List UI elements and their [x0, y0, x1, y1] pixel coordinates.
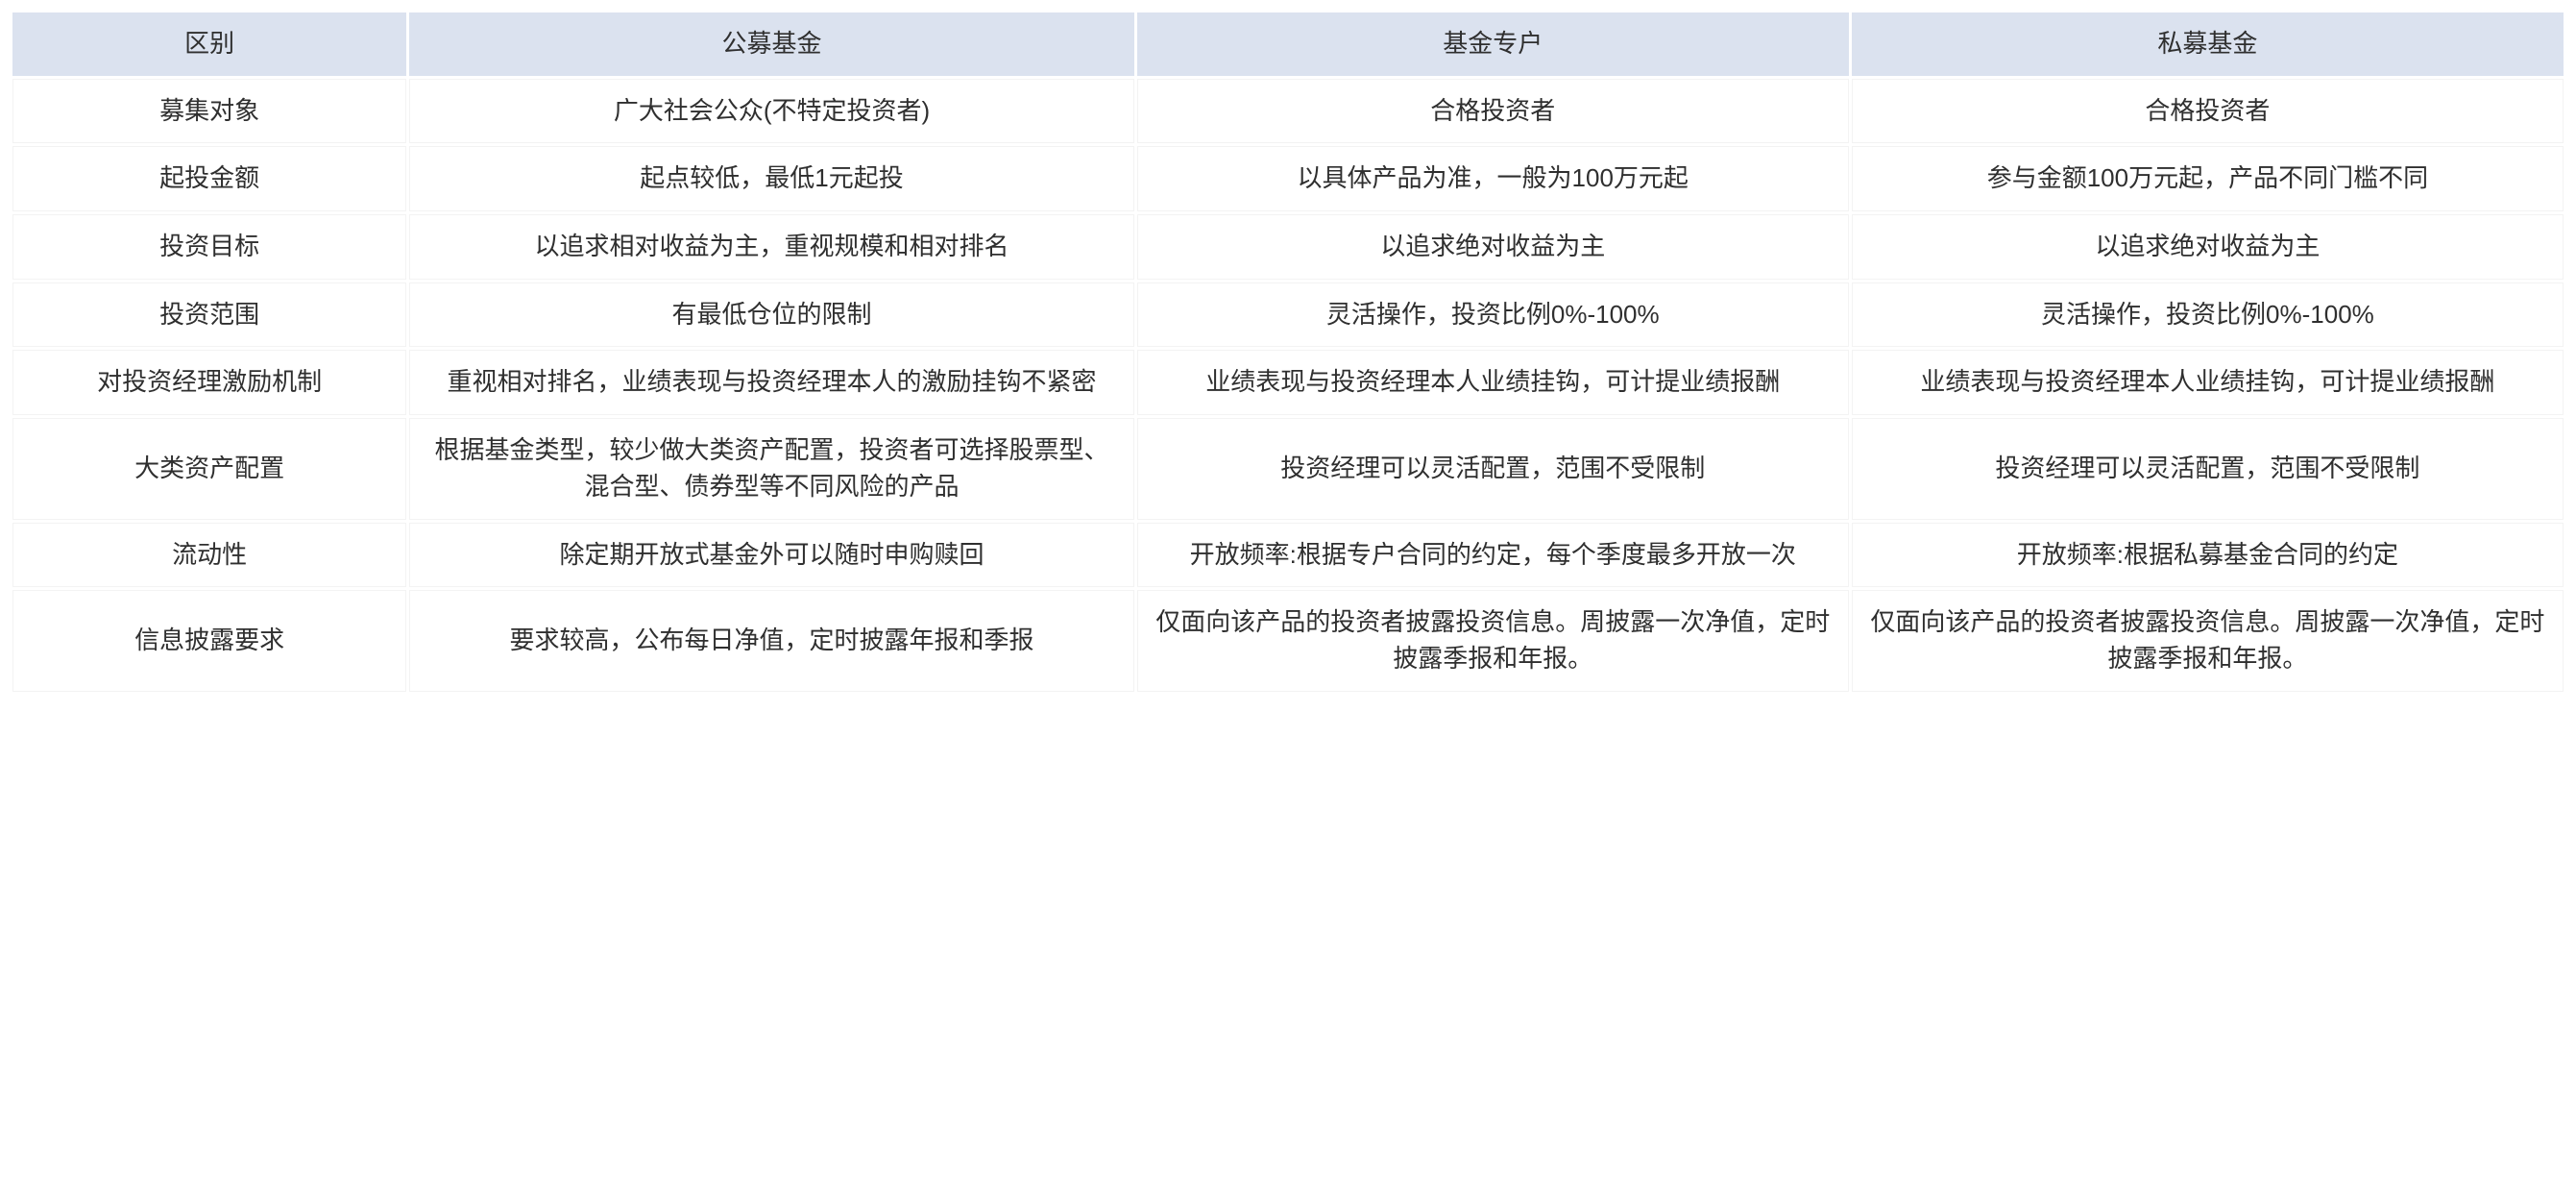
cell-c2: 投资经理可以灵活配置，范围不受限制	[1137, 418, 1849, 519]
cell-c3: 参与金额100万元起，产品不同门槛不同	[1852, 146, 2564, 211]
row-label: 投资目标	[12, 214, 406, 280]
cell-c2: 业绩表现与投资经理本人业绩挂钩，可计提业绩报酬	[1137, 350, 1849, 415]
table-row: 信息披露要求要求较高，公布每日净值，定时披露年报和季报仅面向该产品的投资者披露投…	[12, 590, 2564, 691]
cell-c2: 以具体产品为准，一般为100万元起	[1137, 146, 1849, 211]
comparison-table: 区别 公募基金 基金专户 私募基金 募集对象广大社会公众(不特定投资者)合格投资…	[10, 10, 2566, 695]
header-public: 公募基金	[409, 12, 1133, 76]
header-diff: 区别	[12, 12, 406, 76]
cell-c3: 投资经理可以灵活配置，范围不受限制	[1852, 418, 2564, 519]
cell-c2: 灵活操作，投资比例0%-100%	[1137, 282, 1849, 348]
cell-c1: 以追求相对收益为主，重视规模和相对排名	[409, 214, 1133, 280]
cell-c3: 业绩表现与投资经理本人业绩挂钩，可计提业绩报酬	[1852, 350, 2564, 415]
cell-c3: 灵活操作，投资比例0%-100%	[1852, 282, 2564, 348]
table-row: 大类资产配置根据基金类型，较少做大类资产配置，投资者可选择股票型、混合型、债券型…	[12, 418, 2564, 519]
table-row: 投资目标以追求相对收益为主，重视规模和相对排名以追求绝对收益为主以追求绝对收益为…	[12, 214, 2564, 280]
cell-c2: 仅面向该产品的投资者披露投资信息。周披露一次净值，定时披露季报和年报。	[1137, 590, 1849, 691]
table-row: 起投金额起点较低，最低1元起投以具体产品为准，一般为100万元起参与金额100万…	[12, 146, 2564, 211]
cell-c1: 广大社会公众(不特定投资者)	[409, 79, 1133, 144]
row-label: 对投资经理激励机制	[12, 350, 406, 415]
cell-c3: 合格投资者	[1852, 79, 2564, 144]
row-label: 起投金额	[12, 146, 406, 211]
cell-c3: 以追求绝对收益为主	[1852, 214, 2564, 280]
table-row: 募集对象广大社会公众(不特定投资者)合格投资者合格投资者	[12, 79, 2564, 144]
cell-c1: 根据基金类型，较少做大类资产配置，投资者可选择股票型、混合型、债券型等不同风险的…	[409, 418, 1133, 519]
cell-c2: 开放频率:根据专户合同的约定，每个季度最多开放一次	[1137, 523, 1849, 588]
cell-c1: 要求较高，公布每日净值，定时披露年报和季报	[409, 590, 1133, 691]
header-private: 私募基金	[1852, 12, 2564, 76]
row-label: 信息披露要求	[12, 590, 406, 691]
cell-c3: 仅面向该产品的投资者披露投资信息。周披露一次净值，定时披露季报和年报。	[1852, 590, 2564, 691]
cell-c1: 除定期开放式基金外可以随时申购赎回	[409, 523, 1133, 588]
row-label: 流动性	[12, 523, 406, 588]
cell-c1: 重视相对排名，业绩表现与投资经理本人的激励挂钩不紧密	[409, 350, 1133, 415]
table-row: 流动性除定期开放式基金外可以随时申购赎回开放频率:根据专户合同的约定，每个季度最…	[12, 523, 2564, 588]
cell-c1: 起点较低，最低1元起投	[409, 146, 1133, 211]
table-row: 投资范围有最低仓位的限制灵活操作，投资比例0%-100%灵活操作，投资比例0%-…	[12, 282, 2564, 348]
row-label: 大类资产配置	[12, 418, 406, 519]
cell-c2: 合格投资者	[1137, 79, 1849, 144]
table-body: 募集对象广大社会公众(不特定投资者)合格投资者合格投资者起投金额起点较低，最低1…	[12, 79, 2564, 692]
header-account: 基金专户	[1137, 12, 1849, 76]
row-label: 投资范围	[12, 282, 406, 348]
row-label: 募集对象	[12, 79, 406, 144]
cell-c2: 以追求绝对收益为主	[1137, 214, 1849, 280]
cell-c1: 有最低仓位的限制	[409, 282, 1133, 348]
table-header-row: 区别 公募基金 基金专户 私募基金	[12, 12, 2564, 76]
cell-c3: 开放频率:根据私募基金合同的约定	[1852, 523, 2564, 588]
table-row: 对投资经理激励机制重视相对排名，业绩表现与投资经理本人的激励挂钩不紧密业绩表现与…	[12, 350, 2564, 415]
